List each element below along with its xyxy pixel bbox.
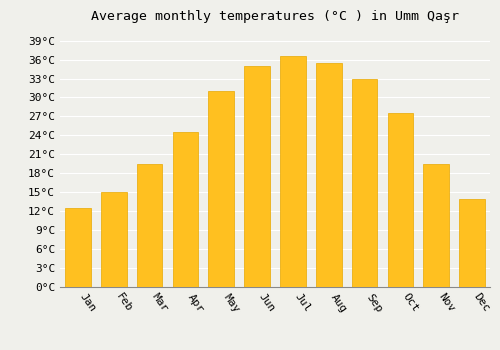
Bar (244, 66, 270, 287)
Title: Average monthly temperatures (°C ) in Umm Qaşr: Average monthly temperatures (°C ) in Um… (91, 10, 459, 23)
Bar (352, 78, 378, 287)
Bar (136, 164, 162, 287)
Bar (208, 91, 234, 287)
Bar (424, 164, 449, 287)
Bar (65, 208, 91, 287)
Bar (280, 56, 306, 287)
Bar (316, 63, 342, 287)
Bar (459, 198, 485, 287)
Bar (388, 113, 413, 287)
Bar (101, 192, 126, 287)
Bar (172, 132, 199, 287)
